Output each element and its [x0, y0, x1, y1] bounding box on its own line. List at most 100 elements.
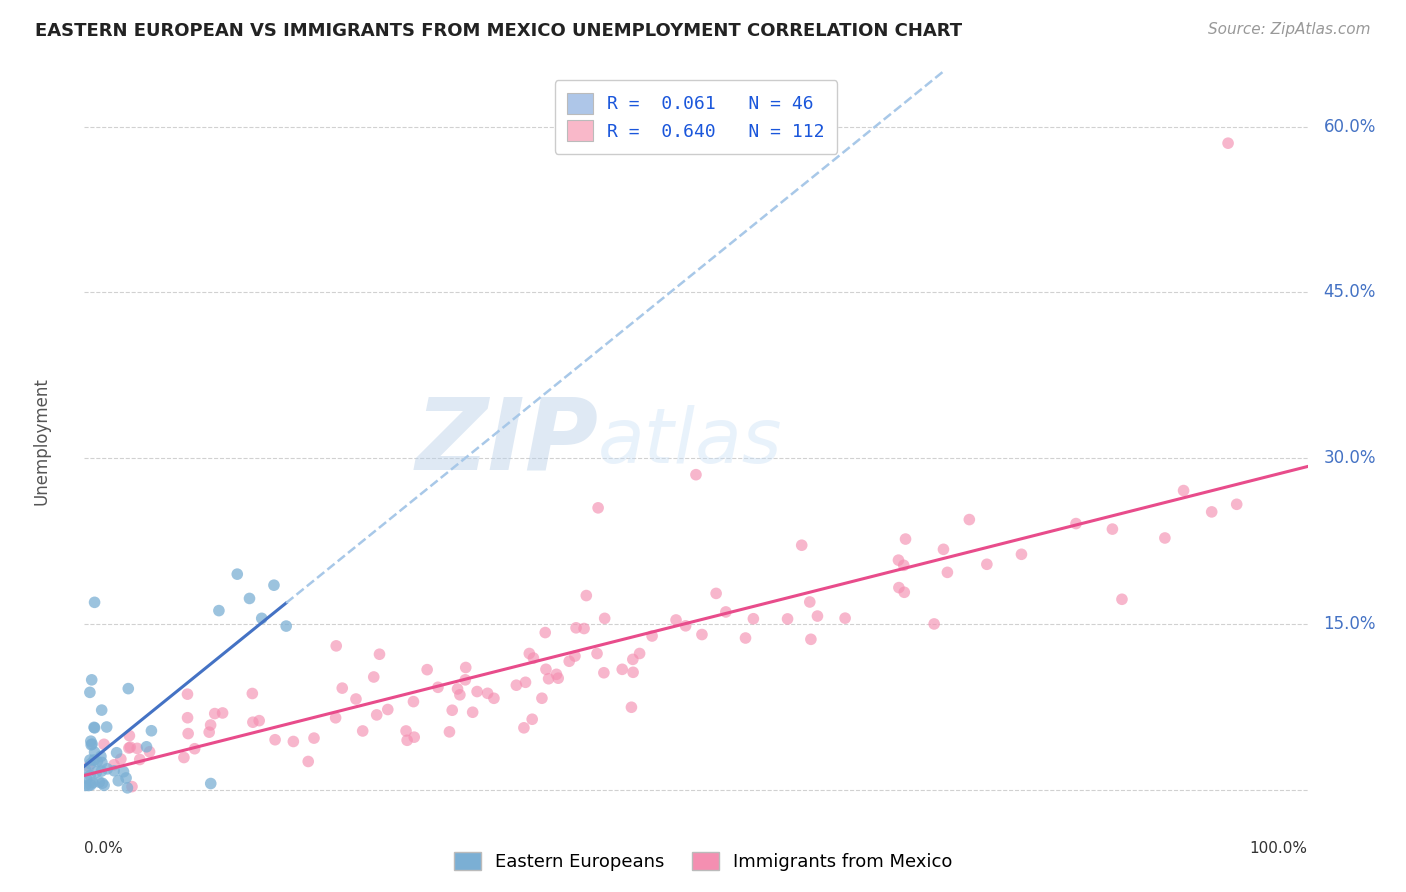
Point — [513, 721, 536, 735]
Point — [211, 706, 233, 720]
Point — [465, 684, 488, 698]
Text: 0.0%: 0.0% — [84, 841, 124, 856]
Text: 100.0%: 100.0% — [1250, 841, 1308, 856]
Point — [297, 755, 319, 769]
Point — [86, 755, 108, 769]
Point — [461, 705, 484, 719]
Point — [93, 737, 115, 751]
Point — [800, 632, 823, 647]
Point — [226, 567, 249, 582]
Point — [402, 695, 425, 709]
Point — [426, 681, 449, 695]
Point — [208, 604, 231, 618]
Point — [734, 631, 756, 645]
Point — [263, 578, 285, 592]
Point — [177, 726, 200, 740]
Point — [887, 553, 910, 567]
Point — [454, 673, 477, 687]
Point — [1216, 136, 1239, 151]
Point — [344, 692, 367, 706]
Point — [593, 665, 616, 680]
Point — [976, 558, 998, 572]
Point — [240, 686, 263, 700]
Point — [530, 691, 553, 706]
Point — [110, 752, 132, 766]
Point — [522, 712, 544, 726]
Point — [352, 723, 374, 738]
Point — [200, 718, 222, 732]
Point — [112, 764, 135, 779]
Point — [90, 756, 112, 770]
Point — [75, 779, 97, 793]
Point — [628, 647, 651, 661]
Point — [547, 671, 569, 685]
Text: 30.0%: 30.0% — [1323, 449, 1376, 467]
Point — [893, 558, 915, 573]
Point — [80, 734, 103, 748]
Point — [89, 775, 111, 789]
Point — [90, 764, 112, 778]
Point — [83, 595, 105, 609]
Point — [932, 542, 955, 557]
Point — [128, 752, 150, 766]
Point — [936, 566, 959, 580]
Point — [1226, 497, 1249, 511]
Point — [283, 734, 305, 748]
Point — [1101, 522, 1123, 536]
Point — [127, 741, 149, 756]
Point — [790, 538, 813, 552]
Point — [121, 780, 143, 794]
Point — [120, 740, 142, 755]
Point — [1173, 483, 1195, 498]
Point — [377, 702, 399, 716]
Point — [118, 729, 141, 743]
Point — [96, 720, 118, 734]
Point — [83, 753, 105, 767]
Point — [620, 700, 643, 714]
Point — [505, 678, 527, 692]
Point — [264, 732, 287, 747]
Point — [704, 586, 727, 600]
Point — [103, 764, 125, 778]
Point — [537, 672, 560, 686]
Point — [894, 532, 917, 546]
Point — [135, 739, 157, 754]
Point — [675, 619, 697, 633]
Point — [82, 775, 104, 789]
Text: Source: ZipAtlas.com: Source: ZipAtlas.com — [1208, 22, 1371, 37]
Text: 45.0%: 45.0% — [1323, 284, 1376, 301]
Point — [806, 609, 828, 624]
Point — [183, 741, 205, 756]
Point — [302, 731, 325, 745]
Point — [83, 720, 105, 734]
Point — [325, 711, 347, 725]
Point — [366, 707, 388, 722]
Point — [115, 771, 138, 785]
Point — [477, 686, 499, 700]
Point — [242, 715, 264, 730]
Point — [612, 662, 634, 676]
Point — [449, 688, 471, 702]
Point — [79, 768, 101, 782]
Point — [91, 776, 114, 790]
Point — [665, 613, 688, 627]
Point — [621, 652, 644, 666]
Point — [446, 681, 468, 696]
Point — [482, 691, 505, 706]
Point — [77, 759, 100, 773]
Point — [572, 622, 595, 636]
Point — [546, 667, 568, 681]
Point — [90, 749, 112, 764]
Point — [363, 670, 385, 684]
Point — [90, 703, 112, 717]
Text: atlas: atlas — [598, 405, 783, 478]
Point — [77, 779, 100, 793]
Point — [204, 706, 226, 721]
Point — [86, 764, 108, 779]
Point — [685, 467, 707, 482]
Point — [1201, 505, 1223, 519]
Point — [80, 673, 103, 687]
Point — [742, 612, 765, 626]
Point — [276, 619, 298, 633]
Point — [138, 745, 160, 759]
